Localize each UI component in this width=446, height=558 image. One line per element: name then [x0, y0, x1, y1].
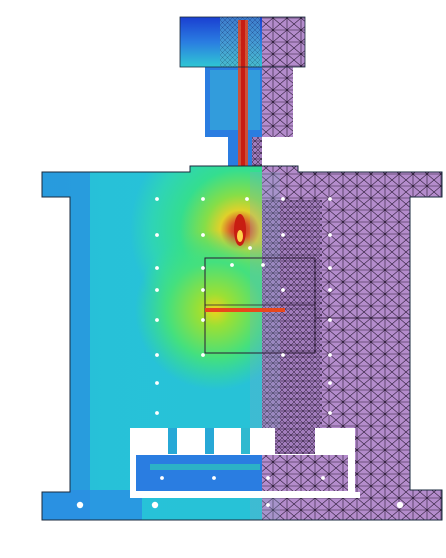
- nozzle-tip-mesh: [252, 137, 262, 185]
- ejector-housing: [130, 428, 410, 498]
- cooling-channel-dot: [328, 318, 332, 322]
- support-pillar-1: [168, 428, 177, 454]
- cooling-channel-dot: [155, 197, 159, 201]
- gate-core: [237, 230, 243, 242]
- molded-part: [205, 308, 285, 312]
- cooling-channel-dot: [281, 197, 285, 201]
- cooling-channel-dot: [281, 353, 285, 357]
- nozzle-flange-mesh: [262, 17, 305, 67]
- cooling-channel-dot: [328, 411, 332, 415]
- cooling-channel-dot: [248, 246, 252, 250]
- cooling-channel-dot: [201, 266, 205, 270]
- cooling-channel-dot: [328, 233, 332, 237]
- cooling-channel-dot: [151, 501, 159, 509]
- cooling-channel-dot: [155, 318, 159, 322]
- cooling-channel-dot: [212, 476, 216, 480]
- right-support-block: [355, 428, 410, 492]
- flange-outline: [179, 16, 306, 68]
- cooling-channel-dot: [155, 266, 159, 270]
- cooling-channel-dot: [201, 233, 205, 237]
- cooling-channel-dot: [155, 288, 159, 292]
- cooling-channel-dot: [201, 318, 205, 322]
- nozzle-body-warm: [210, 70, 260, 130]
- ejector-plate-mesh: [262, 455, 348, 491]
- cooling-channels: [76, 197, 404, 509]
- mesh-refined-zone: [262, 200, 322, 430]
- thermal-cool-edge: [42, 172, 90, 520]
- cooling-channel-dot: [261, 263, 265, 267]
- cooling-channel-dot: [155, 381, 159, 385]
- cooling-channel-dot: [201, 288, 205, 292]
- nozzle-assembly: [180, 17, 305, 195]
- ejector-plate-band: [150, 464, 260, 470]
- cooling-channel-dot: [201, 353, 205, 357]
- support-pillar-4: [275, 428, 315, 454]
- cooling-channel-dot: [245, 197, 249, 201]
- mold-body: [42, 166, 442, 520]
- cooling-channel-dot: [155, 353, 159, 357]
- cooling-channel-dot: [281, 288, 285, 292]
- sprue-core: [241, 20, 245, 195]
- cooling-channel-dot: [76, 501, 84, 509]
- cooling-channel-dot: [230, 263, 234, 267]
- cooling-channel-dot: [396, 501, 404, 509]
- cooling-channel-dot: [266, 503, 270, 507]
- cooling-channel-dot: [328, 353, 332, 357]
- cooling-channel-dot: [321, 476, 325, 480]
- nozzle-body-mesh: [262, 67, 293, 137]
- support-pillar-2: [205, 428, 214, 454]
- cooling-channel-dot: [155, 233, 159, 237]
- mold-outline: [41, 165, 443, 521]
- cooling-channel-dot: [328, 381, 332, 385]
- thermal-bottom-plate: [42, 490, 142, 520]
- cooling-channel-dot: [155, 411, 159, 415]
- cooling-channel-dot: [328, 197, 332, 201]
- cooling-channel-dot: [201, 197, 205, 201]
- cooling-channel-dot: [328, 288, 332, 292]
- cooling-channel-dot: [328, 266, 332, 270]
- cooling-channel-dot: [160, 476, 164, 480]
- support-pillar-3: [241, 428, 250, 454]
- cooling-channel-dot: [266, 476, 270, 480]
- cooling-channel-dot: [281, 233, 285, 237]
- cavity-outline: [204, 257, 316, 354]
